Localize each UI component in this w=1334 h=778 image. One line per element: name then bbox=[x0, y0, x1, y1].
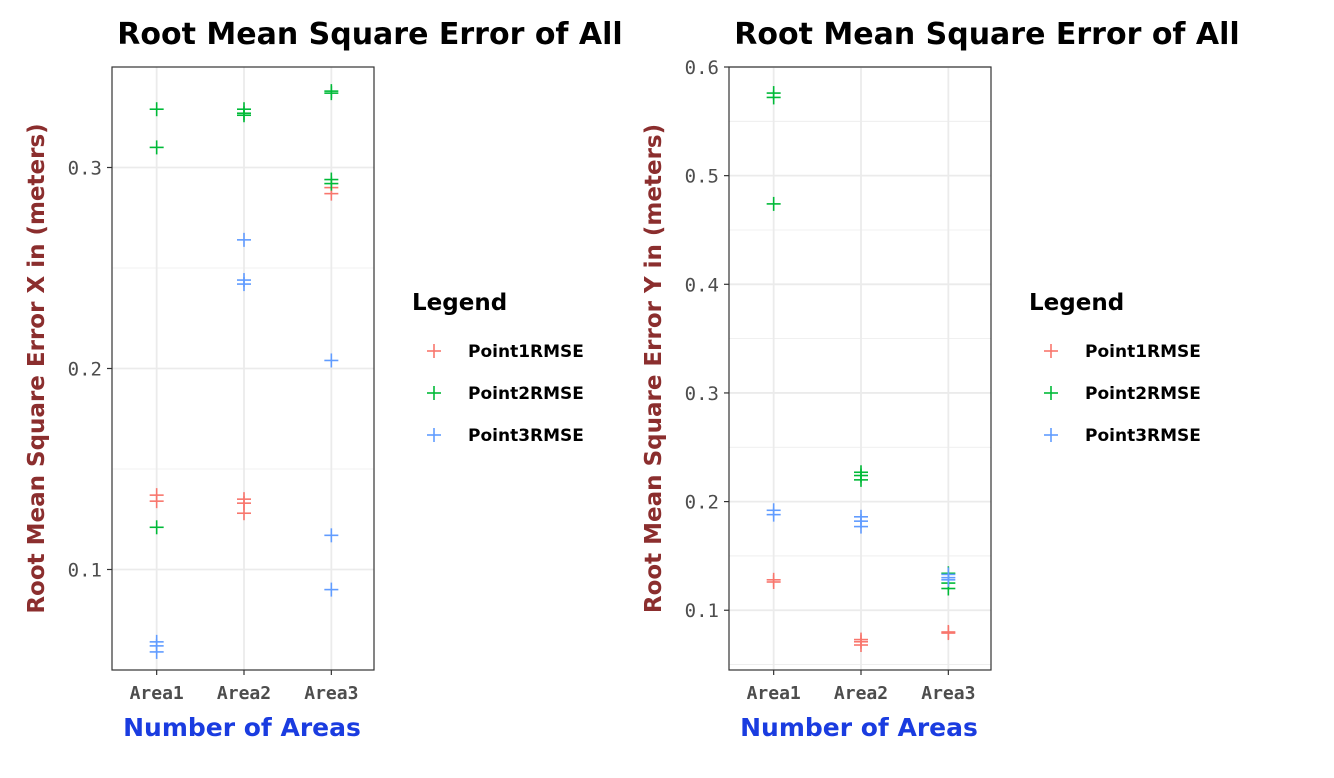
plot-area bbox=[729, 67, 991, 670]
data-point bbox=[324, 353, 339, 368]
data-point bbox=[149, 102, 164, 117]
x-tick-label: Area3 bbox=[304, 683, 358, 704]
series-Point3RMSE bbox=[766, 503, 956, 587]
data-point bbox=[854, 519, 868, 534]
legend-label: Point2RMSE bbox=[468, 384, 584, 404]
data-point bbox=[237, 277, 251, 292]
data-point bbox=[854, 472, 868, 487]
data-point bbox=[854, 638, 868, 653]
legend-label: Point3RMSE bbox=[468, 426, 584, 446]
legend-title: Legend bbox=[412, 290, 507, 316]
data-point bbox=[149, 140, 164, 155]
data-point bbox=[941, 572, 956, 587]
data-point bbox=[149, 520, 164, 535]
chart-svg: 0.1 0.2 0.3 Area1 Area2 Area3 Root Mean Square… bbox=[24, 17, 623, 742]
data-point bbox=[941, 626, 956, 641]
data-point bbox=[766, 90, 781, 105]
legend: Legend Point1RMSE Point2RMSE Point3RMSE bbox=[1029, 290, 1201, 446]
x-tick-label: Area1 bbox=[747, 683, 801, 704]
y-tick-label: 0.3 bbox=[685, 383, 719, 405]
y-tick-label: 0.1 bbox=[685, 600, 719, 622]
y-tick-label: 0.3 bbox=[68, 158, 102, 180]
y-tick-label: 0.2 bbox=[685, 492, 719, 514]
legend-key bbox=[427, 344, 441, 358]
legend-key bbox=[427, 386, 441, 400]
data-point bbox=[766, 574, 781, 589]
data-point bbox=[766, 507, 781, 522]
legend-label: Point3RMSE bbox=[1085, 426, 1201, 446]
y-tick-label: 0.4 bbox=[685, 274, 719, 296]
data-point bbox=[237, 506, 251, 521]
chart-panel-y: 0.1 0.2 0.3 0.4 0.5 0.6 Area1 Area2 Area3 Root Me… bbox=[617, 0, 1284, 778]
legend-label: Point1RMSE bbox=[1085, 342, 1201, 362]
x-tick-label: Area2 bbox=[834, 683, 888, 704]
data-point bbox=[324, 582, 339, 597]
y-tick-label: 0.6 bbox=[685, 57, 719, 79]
series-Point3RMSE bbox=[149, 232, 339, 659]
legend-label: Point2RMSE bbox=[1085, 384, 1201, 404]
data-point bbox=[149, 494, 164, 509]
x-tick-label: Area1 bbox=[130, 683, 184, 704]
series-Point2RMSE bbox=[149, 84, 339, 535]
x-axis-title: Number of Areas bbox=[123, 713, 361, 742]
data-point bbox=[766, 196, 781, 211]
legend-label: Point1RMSE bbox=[468, 342, 584, 362]
y-tick-label: 0.2 bbox=[68, 359, 102, 381]
series-Point1RMSE bbox=[766, 572, 956, 653]
x-tick-label: Area2 bbox=[217, 683, 271, 704]
legend: Legend Point1RMSE Point2RMSE Point3RMSE bbox=[412, 290, 584, 446]
legend-key bbox=[1044, 386, 1058, 400]
plot-border bbox=[728, 66, 992, 671]
legend-key bbox=[1044, 428, 1058, 442]
y-axis-title: Root Mean Square Error Y in (meters) bbox=[641, 124, 667, 613]
data-point bbox=[149, 644, 164, 659]
y-tick-label: 0.5 bbox=[685, 166, 719, 188]
data-point bbox=[324, 528, 339, 543]
data-point bbox=[324, 176, 339, 191]
x-tick-label: Area3 bbox=[921, 683, 975, 704]
chart-title: Root Mean Square Error of All bbox=[734, 17, 1239, 52]
data-point bbox=[324, 86, 339, 101]
x-axis-title: Number of Areas bbox=[740, 713, 978, 742]
chart-title: Root Mean Square Error of All bbox=[117, 17, 622, 52]
data-point bbox=[237, 108, 251, 123]
y-tick-label: 0.1 bbox=[68, 560, 102, 582]
data-point bbox=[237, 232, 251, 247]
legend-title: Legend bbox=[1029, 290, 1124, 316]
chart-svg: 0.1 0.2 0.3 0.4 0.5 0.6 Area1 Area2 Area3 Root Me… bbox=[641, 17, 1240, 742]
legend-key bbox=[1044, 344, 1058, 358]
chart-panel-x: 0.1 0.2 0.3 Area1 Area2 Area3 Root Mean Square… bbox=[24, 17, 623, 742]
legend-key bbox=[427, 428, 441, 442]
y-axis-title: Root Mean Square Error X in (meters) bbox=[24, 123, 50, 613]
